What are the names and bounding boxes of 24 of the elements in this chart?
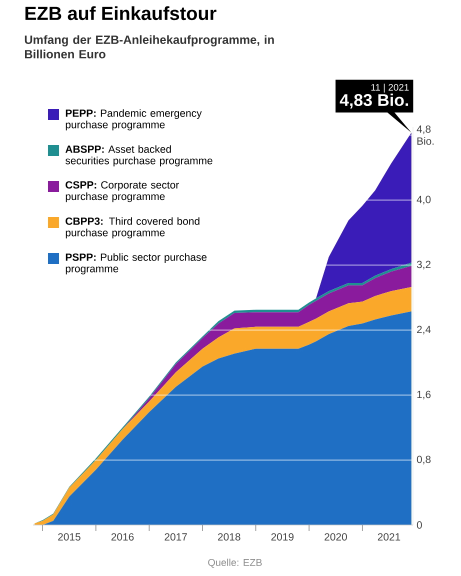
source-note: Quelle: EZB [208, 558, 262, 568]
chart-subtitle: Umfang der EZB-Anleihekaufprogramme, in Billionen Euro [24, 35, 274, 58]
x-tick-label: 2016 [111, 533, 134, 541]
x-tick-label: 2017 [164, 533, 187, 541]
legend-label: CSPP: Corporate sector purchase programme [66, 181, 179, 202]
chart-title: EZB auf Einkaufstour [25, 6, 216, 20]
x-tick-label: 2018 [218, 533, 240, 541]
legend-label: PSPP: Public sector purchase programme [66, 253, 207, 274]
y-tick-label: 4,0 [416, 196, 431, 204]
legend-label: PEPP: Pandemic emergency purchase programme [66, 109, 202, 130]
y-tick-label: 3,2 [416, 260, 431, 270]
y-tick-label: 1,6 [417, 390, 431, 400]
x-tick-label: 2019 [271, 533, 294, 541]
legend-label: ABSPP: Asset backed securities purchase programme [65, 145, 212, 166]
legend-label: CBPP3: Third covered bond purchase programme [66, 217, 200, 238]
y-tick-label: 0 [416, 521, 422, 529]
x-tick-label: 2021 [378, 533, 400, 541]
x-tick-label: 2015 [58, 533, 80, 541]
y-tick-label: 4,8 Bio. [416, 125, 434, 145]
text: 11 | 2021 [371, 84, 409, 93]
y-tick-label: 2,4 [417, 326, 431, 334]
y-tick-label: 0,8 [416, 456, 431, 464]
x-tick-label: 2020 [324, 533, 347, 541]
annotation: 4,83 Bio. [340, 94, 408, 108]
